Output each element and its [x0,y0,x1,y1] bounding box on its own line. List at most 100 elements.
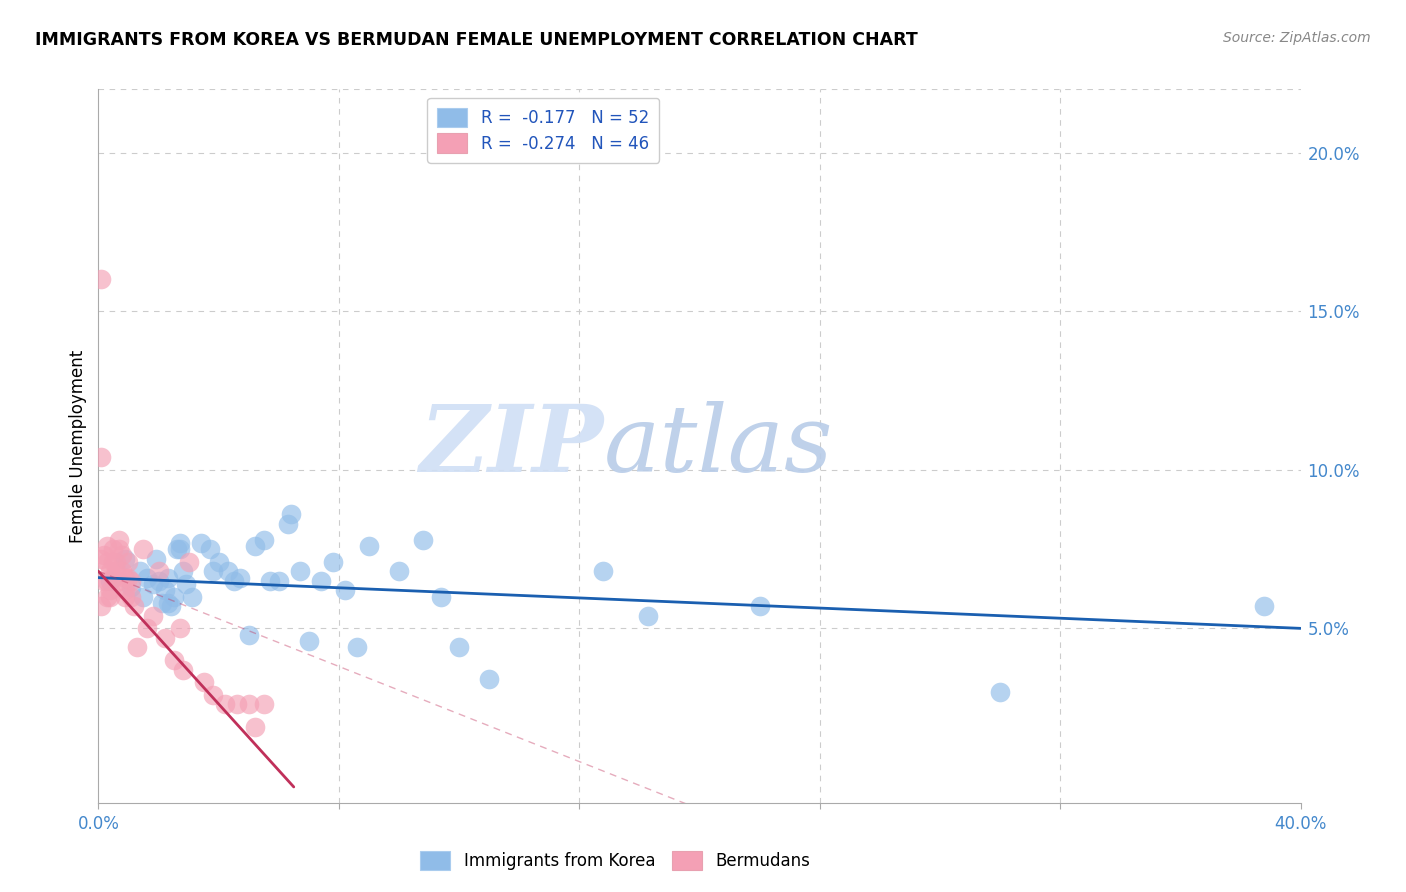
Point [288,564,311,578]
Legend: Immigrants from Korea, Bermudans: Immigrants from Korea, Bermudans [413,844,817,877]
Text: Source: ZipAtlas.com: Source: ZipAtlas.com [1223,31,1371,45]
Point [100,574,122,588]
Point [121,580,143,594]
Point [156,596,179,610]
Point [121,574,143,588]
Point [124,599,146,614]
Point [637,608,659,623]
Point [105,564,128,578]
Point [172,663,194,677]
Y-axis label: Female Unemployment: Female Unemployment [69,350,87,542]
Point [105,555,128,569]
Point [238,698,260,712]
Point [174,577,197,591]
Point [346,640,368,655]
Point [748,599,770,614]
Point [156,571,179,585]
Point [201,688,224,702]
Point [114,590,136,604]
Point [103,571,125,585]
Point [388,564,411,578]
Point [111,564,134,578]
Point [93,574,115,588]
Point [100,590,122,604]
Point [103,542,125,557]
Point [108,574,131,588]
Point [132,542,155,557]
Point [117,555,139,569]
Point [129,564,152,578]
Point [100,564,122,578]
Point [148,564,170,578]
Point [228,571,250,585]
Point [217,564,239,578]
Point [114,551,136,566]
Point [153,631,176,645]
Point [357,539,380,553]
Point [430,590,453,604]
Point [447,640,470,655]
Point [141,608,163,623]
Point [277,516,299,531]
Point [93,549,115,563]
Point [169,535,191,549]
Text: IMMIGRANTS FROM KOREA VS BERMUDAN FEMALE UNEMPLOYMENT CORRELATION CHART: IMMIGRANTS FROM KOREA VS BERMUDAN FEMALE… [35,31,918,49]
Point [159,599,181,614]
Point [127,640,149,655]
Point [108,533,131,547]
Point [90,551,112,566]
Point [222,574,245,588]
Point [150,596,173,610]
Point [162,590,184,604]
Point [117,571,139,585]
Point [280,507,302,521]
Point [169,621,191,635]
Point [96,574,118,588]
Point [309,574,332,588]
Point [198,542,221,557]
Text: ZIP: ZIP [419,401,603,491]
Point [108,542,131,557]
Point [132,590,155,604]
Point [180,590,202,604]
Point [96,555,118,569]
Point [169,542,191,557]
Point [153,583,176,598]
Point [166,542,188,557]
Point [96,539,118,553]
Point [259,574,281,588]
Point [208,555,231,569]
Point [243,720,266,734]
Point [114,571,136,585]
Point [103,555,125,569]
Point [96,590,118,604]
Point [141,577,163,591]
Point [478,672,501,686]
Point [121,590,143,604]
Point [238,628,260,642]
Point [253,698,276,712]
Point [90,450,112,464]
Point [988,685,1011,699]
Point [592,564,614,578]
Point [214,698,236,712]
Point [193,675,215,690]
Point [114,583,136,598]
Point [100,583,122,598]
Point [162,653,184,667]
Point [90,272,112,286]
Point [172,564,194,578]
Point [111,549,134,563]
Point [322,555,344,569]
Point [135,621,157,635]
Point [225,698,247,712]
Text: atlas: atlas [603,401,832,491]
Point [145,551,167,566]
Point [1253,599,1275,614]
Point [90,599,112,614]
Point [267,574,290,588]
Point [333,583,356,598]
Point [412,533,434,547]
Point [190,535,212,549]
Point [243,539,266,553]
